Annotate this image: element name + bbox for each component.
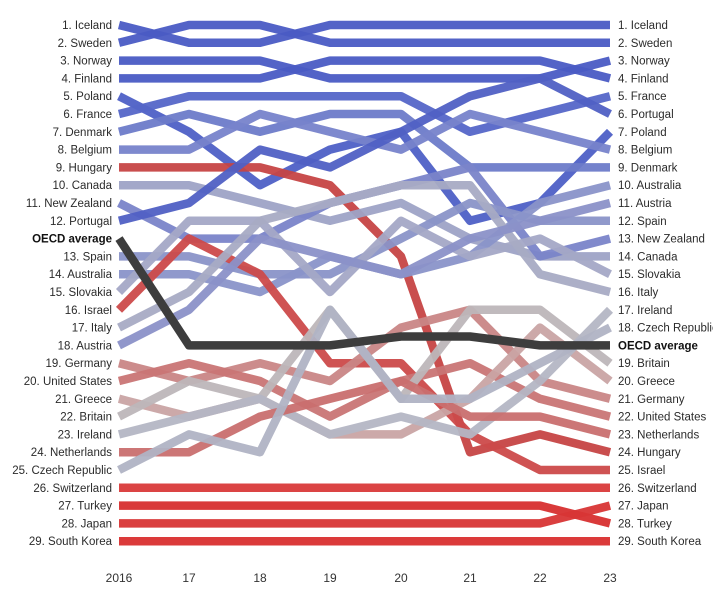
series-line-ireland <box>117 306 614 439</box>
left-rank-labels: 1. Iceland 2. Sweden 3. Norway 4. Finland 5.… <box>12 20 112 548</box>
left-rank-label: 16. Israel <box>65 305 112 317</box>
right-rank-label: 12. Spain <box>618 216 667 228</box>
series-line-japan <box>119 501 612 528</box>
right-rank-label: 23. Netherlands <box>618 429 699 441</box>
left-rank-label: 27. Turkey <box>58 501 112 513</box>
right-rank-label: 19. Britain <box>618 358 670 370</box>
right-rank-label: 3. Norway <box>618 56 670 68</box>
left-rank-label: 20. United States <box>24 376 112 388</box>
right-rank-label: 17. Ireland <box>618 305 672 317</box>
left-rank-label: 17. Italy <box>72 323 113 335</box>
series-line-italy <box>117 180 612 332</box>
series-line-israel <box>115 234 610 475</box>
left-rank-label: 3. Norway <box>60 56 112 68</box>
right-rank-label: 9. Denmark <box>618 162 678 174</box>
right-rank-label: 26. Switzerland <box>618 483 697 495</box>
series-line-netherlands <box>119 376 612 457</box>
left-rank-label: 10. Canada <box>53 180 113 192</box>
left-rank-label: 4. Finland <box>61 73 112 85</box>
right-rank-label: 2. Sweden <box>618 38 672 50</box>
right-rank-label: 18. Czech Republic <box>618 323 713 335</box>
series-line-turkey <box>119 501 612 528</box>
right-rank-label: OECD average <box>618 340 698 352</box>
left-rank-label: 7. Denmark <box>53 127 113 139</box>
right-rank-label: 21. Germany <box>618 394 685 406</box>
right-rank-label: 5. France <box>618 91 667 103</box>
right-rank-label: 7. Poland <box>618 127 667 139</box>
right-rank-label: 27. Japan <box>618 501 669 513</box>
series-line-hungary <box>119 163 612 457</box>
series-line-finland <box>119 56 612 83</box>
series-lines <box>115 20 614 546</box>
x-tick-label: 23 <box>603 571 617 585</box>
right-rank-label: 20. Greece <box>618 376 675 388</box>
left-rank-label: 19. Germany <box>46 358 113 370</box>
left-rank-label: 9. Hungary <box>56 162 113 174</box>
x-axis: 2016 17 18 19 20 21 22 23 <box>106 571 617 585</box>
x-tick-label: 22 <box>533 571 547 585</box>
right-rank-label: 8. Belgium <box>618 145 672 157</box>
right-rank-label: 1. Iceland <box>618 20 668 32</box>
series-line-slovakia <box>115 216 612 297</box>
left-rank-label: 14. Australia <box>49 269 113 281</box>
series-line-sweden <box>117 20 610 48</box>
left-rank-label: 8. Belgium <box>58 145 112 157</box>
left-rank-label: 1. Iceland <box>62 20 112 32</box>
left-rank-label: 23. Ireland <box>58 429 112 441</box>
right-rank-label: 29. South Korea <box>618 536 702 548</box>
left-rank-label: 22. Britain <box>60 412 112 424</box>
x-tick-label: 20 <box>394 571 408 585</box>
right-rank-label: 24. Hungary <box>618 447 681 459</box>
right-rank-label: 22. United States <box>618 412 706 424</box>
right-rank-label: 4. Finland <box>618 73 669 85</box>
left-rank-label: OECD average <box>32 234 112 246</box>
right-rank-label: 10. Australia <box>618 180 682 192</box>
right-rank-label: 13. New Zealand <box>618 234 705 246</box>
right-rank-label: 28. Turkey <box>618 518 672 530</box>
series-line-france <box>117 91 612 137</box>
left-rank-label: 15. Slovakia <box>49 287 112 299</box>
left-rank-label: 24. Netherlands <box>31 447 112 459</box>
right-rank-label: 15. Slovakia <box>618 269 681 281</box>
right-rank-label: 6. Portugal <box>618 109 674 121</box>
x-tick-label: 21 <box>463 571 477 585</box>
series-line-denmark <box>117 109 610 172</box>
left-rank-label: 2. Sweden <box>58 38 112 50</box>
left-rank-label: 28. Japan <box>61 518 112 530</box>
x-tick-label: 19 <box>323 571 337 585</box>
series-line-belgium <box>119 109 612 154</box>
left-rank-label: 5. Poland <box>63 91 112 103</box>
series-line-czech-republic <box>117 305 612 474</box>
right-rank-label: 11. Austria <box>618 198 672 210</box>
left-rank-label: 26. Switzerland <box>33 483 112 495</box>
x-tick-label: 17 <box>182 571 196 585</box>
right-rank-labels: 1. Iceland 2. Sweden 3. Norway 4. Finland 5.… <box>618 20 713 548</box>
x-tick-label: 18 <box>253 571 267 585</box>
series-line-austria <box>117 198 612 350</box>
left-rank-label: 11. New Zealand <box>26 198 112 210</box>
left-rank-label: 13. Spain <box>63 251 112 263</box>
left-rank-label: 12. Portugal <box>50 216 112 228</box>
left-rank-label: 21. Greece <box>55 394 112 406</box>
left-rank-label: 6. France <box>63 109 112 121</box>
left-rank-label: 25. Czech Republic <box>12 465 112 477</box>
left-rank-label: 18. Austria <box>58 340 113 352</box>
right-rank-label: 25. Israel <box>618 465 665 477</box>
series-line-portugal <box>117 74 612 225</box>
left-rank-label: 29. South Korea <box>29 536 113 548</box>
right-rank-label: 14. Canada <box>618 251 678 263</box>
series-line-oecd-average <box>115 236 610 350</box>
x-tick-label: 2016 <box>106 571 133 585</box>
series-line-iceland <box>117 20 610 48</box>
right-rank-label: 16. Italy <box>618 287 659 299</box>
